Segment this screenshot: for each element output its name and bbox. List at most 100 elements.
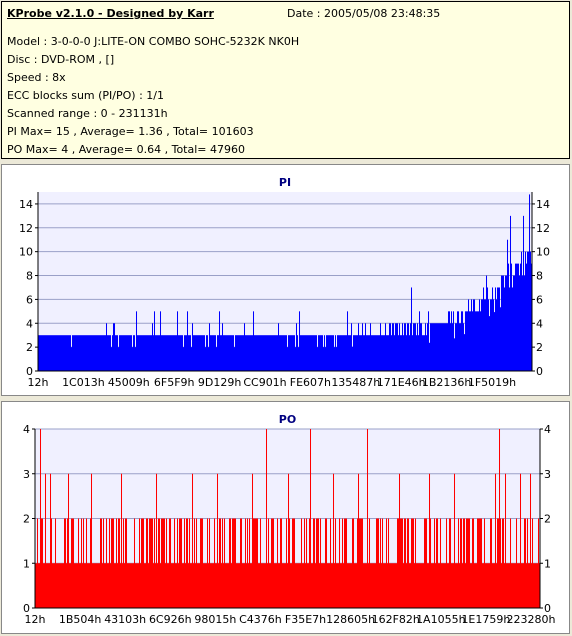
bar <box>407 518 409 608</box>
bar <box>431 323 433 371</box>
bar <box>275 563 277 608</box>
bar <box>365 563 367 608</box>
bar <box>178 563 180 608</box>
bar <box>347 311 349 371</box>
bar <box>463 518 465 608</box>
x-tick-label: 223280h <box>507 613 556 626</box>
bar <box>386 518 388 608</box>
bar <box>311 563 313 608</box>
info-panel: KProbe v2.1.0 - Designed by Karr Date : … <box>1 1 570 159</box>
bar <box>117 335 119 371</box>
bar <box>328 563 330 608</box>
bar <box>440 518 442 608</box>
bar <box>115 563 117 608</box>
bar <box>95 335 97 371</box>
bar <box>443 563 445 608</box>
bar <box>432 563 434 608</box>
bar <box>189 518 191 608</box>
bar <box>183 563 185 608</box>
bar <box>69 335 71 371</box>
bar <box>481 518 483 608</box>
x-tick-label: 6F5F9h <box>154 376 195 389</box>
bar <box>158 335 160 371</box>
bar <box>327 563 329 608</box>
y-tick-label-right: 1 <box>544 557 551 570</box>
bar <box>80 335 82 371</box>
bar <box>52 335 54 371</box>
bar <box>133 563 135 608</box>
bar <box>413 518 415 608</box>
bar <box>78 518 80 608</box>
bar <box>299 311 301 371</box>
bar <box>309 335 311 371</box>
bar <box>345 335 347 371</box>
bar <box>412 518 414 608</box>
bar <box>315 335 317 371</box>
bar <box>210 563 212 608</box>
bar <box>122 335 124 371</box>
bar <box>479 518 481 608</box>
bar <box>225 335 227 371</box>
bar <box>378 335 380 371</box>
bar <box>229 335 231 371</box>
bar <box>266 429 268 608</box>
bar <box>397 518 399 608</box>
bar <box>409 335 411 371</box>
bar <box>294 518 296 608</box>
y-tick-label-right: 4 <box>544 423 551 436</box>
bar <box>164 335 166 371</box>
bar <box>507 563 509 608</box>
bar <box>330 518 332 608</box>
bar <box>337 563 339 608</box>
bar <box>443 323 445 371</box>
bar <box>65 518 67 608</box>
bar <box>165 335 167 371</box>
bar <box>278 563 280 608</box>
y-tick-label: 10 <box>19 246 33 259</box>
bar <box>502 518 504 608</box>
bar <box>175 335 177 371</box>
bar <box>392 563 394 608</box>
bar <box>98 563 100 608</box>
bar <box>163 518 165 608</box>
bar <box>430 323 432 371</box>
bar <box>365 323 367 371</box>
bar <box>301 518 303 608</box>
bar <box>329 563 331 608</box>
bar <box>369 335 371 371</box>
bar <box>306 518 308 608</box>
bar <box>89 335 91 371</box>
bar <box>299 563 301 608</box>
bar <box>151 518 153 608</box>
bar <box>450 323 452 371</box>
bar <box>290 335 292 371</box>
bar <box>226 335 228 371</box>
bar <box>158 518 160 608</box>
bar <box>128 335 130 371</box>
bar <box>85 335 87 371</box>
bar <box>308 335 310 371</box>
bar <box>95 563 97 608</box>
y-tick-label-right: 0 <box>536 365 543 378</box>
bar <box>152 323 154 371</box>
bar <box>376 518 378 608</box>
y-tick-label: 8 <box>26 270 33 283</box>
bar <box>364 563 366 608</box>
bar <box>348 563 350 608</box>
bar <box>60 563 62 608</box>
bar <box>427 563 429 608</box>
bar <box>171 335 173 371</box>
bar <box>270 335 272 371</box>
bar <box>462 563 464 608</box>
y-tick-label-right: 0 <box>544 602 551 615</box>
bar <box>68 473 70 608</box>
bar <box>169 335 171 371</box>
bar <box>188 563 190 608</box>
bar <box>48 335 50 371</box>
bar <box>135 347 137 371</box>
bar <box>282 563 284 608</box>
bar <box>130 335 132 371</box>
bar <box>358 473 360 608</box>
bar <box>382 335 384 371</box>
bar <box>171 563 173 608</box>
